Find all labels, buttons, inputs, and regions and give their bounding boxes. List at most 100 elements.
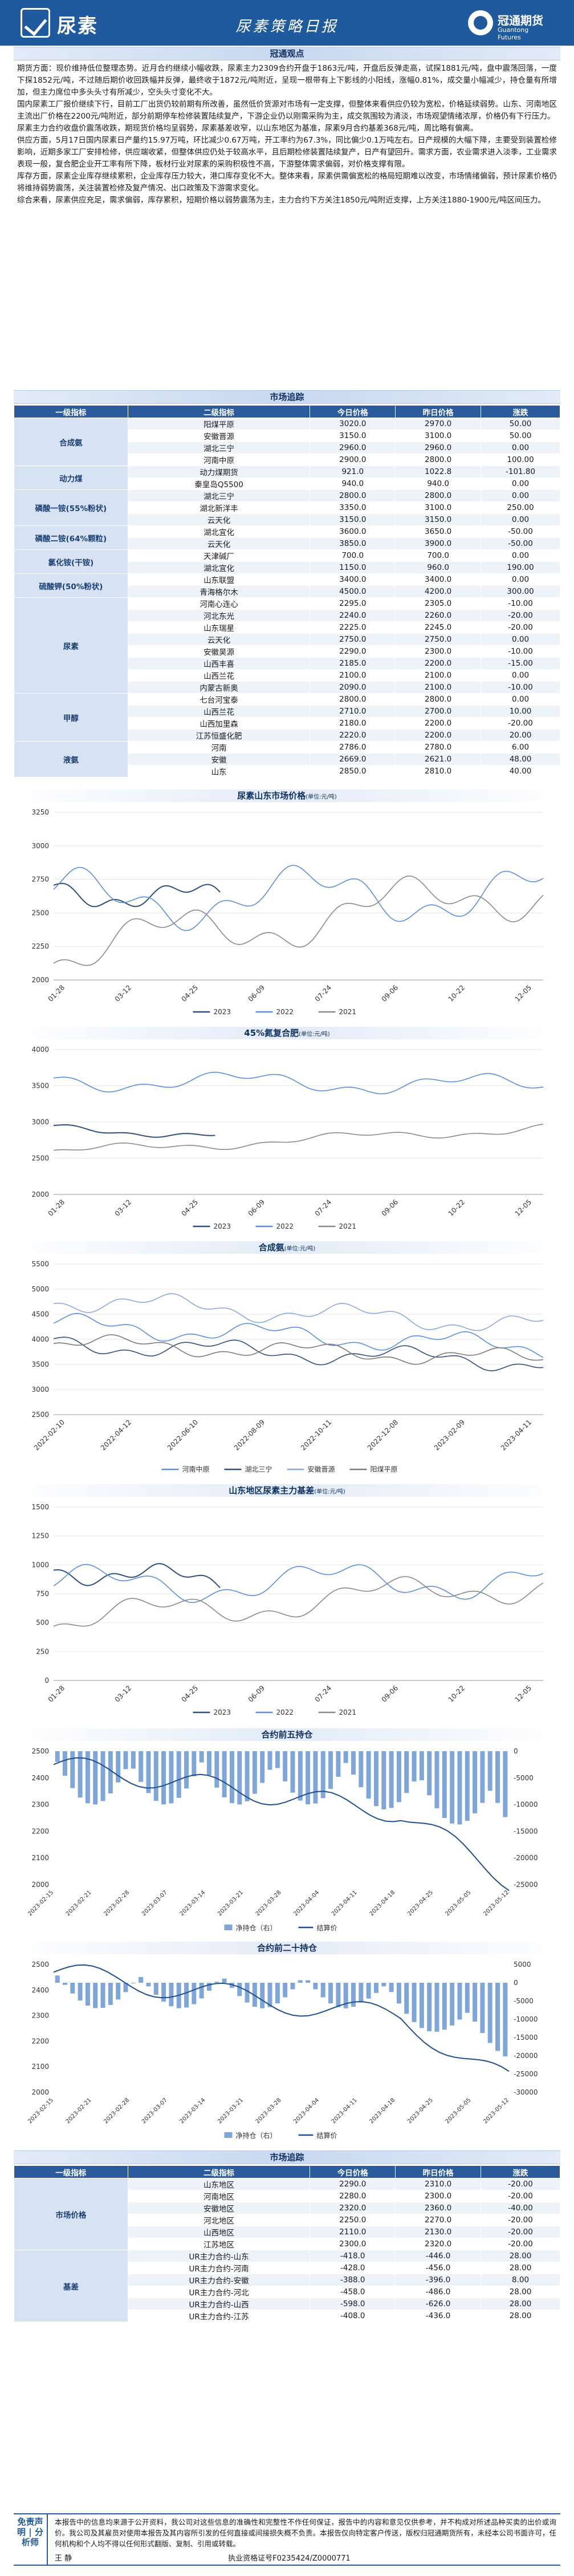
legend-label: 河南中原 bbox=[182, 1465, 210, 1473]
net-position-bar bbox=[153, 1751, 158, 1801]
table-row: 甲醇 七台河宝泰 2800.0 2800.0 0.00 bbox=[14, 693, 560, 742]
x-tick-label: 03-12 bbox=[113, 983, 133, 1003]
value-cell: 0.00 bbox=[481, 549, 560, 562]
value-cell: 2200.0 bbox=[395, 657, 482, 670]
category-cell: 磷酸二铵(64%颗粒) bbox=[14, 525, 128, 550]
x-tick-label: 2023-02-28 bbox=[103, 2097, 131, 2125]
x-tick-label: 04-25 bbox=[180, 1684, 200, 1704]
series-line bbox=[53, 1336, 544, 1372]
table-row: 尿素 河南心连心 2295.0 2305.0 -10.00 bbox=[14, 597, 560, 694]
value-cell: 0.00 bbox=[481, 633, 560, 646]
net-position-bar bbox=[396, 1983, 401, 2004]
value-cell: 2290.0 bbox=[310, 645, 396, 658]
net-position-bar bbox=[62, 1983, 67, 1985]
y-tick-label: 1250 bbox=[31, 1532, 49, 1540]
net-position-bar bbox=[434, 1751, 439, 1809]
x-tick-label: 2023-05-05 bbox=[445, 1889, 473, 1917]
net-position-bar bbox=[465, 1983, 470, 2013]
table-header-cell: 涨跌 bbox=[481, 2165, 560, 2178]
value-cell: -388.0 bbox=[310, 2274, 396, 2286]
net-position-bar bbox=[495, 1751, 500, 1803]
indicator-cell: 云天化 bbox=[127, 513, 311, 526]
value-cell: 2300.0 bbox=[310, 2238, 396, 2250]
net-position-bar bbox=[85, 1751, 90, 1804]
chart2-title: 45%氮复合肥(单位:元/吨) bbox=[14, 1027, 560, 1039]
net-position-bar bbox=[396, 1751, 401, 1803]
value-cell: 50.00 bbox=[481, 430, 560, 442]
value-cell: 2200.0 bbox=[395, 729, 482, 742]
value-cell: -428.0 bbox=[310, 2262, 396, 2274]
indicator-cell: UR主力合约-安徽 bbox=[127, 2274, 311, 2286]
indicator-cell: 云天化 bbox=[127, 537, 311, 550]
x-tick-label: 2023-04-04 bbox=[292, 1889, 320, 1917]
value-cell: 921.0 bbox=[310, 465, 396, 478]
value-cell: -626.0 bbox=[395, 2298, 482, 2310]
series-line bbox=[53, 1576, 544, 1627]
indicator-cell: 湖北三宁 bbox=[127, 442, 311, 454]
legend-label: 2021 bbox=[339, 1708, 357, 1716]
x-tick-label: 2023-02-15 bbox=[27, 1889, 55, 1917]
legend-label: 净持仓（右） bbox=[236, 2131, 277, 2140]
net-position-bar bbox=[487, 1983, 492, 2043]
series-line bbox=[53, 1313, 544, 1358]
net-position-bar bbox=[320, 1983, 325, 1998]
settlement-price-line bbox=[53, 1964, 510, 2072]
legend-label: 安徽晋源 bbox=[308, 1465, 335, 1473]
indicator-cell: 青海格尔木 bbox=[127, 585, 311, 598]
value-cell: 2310.0 bbox=[395, 2178, 482, 2190]
x-tick-label: 2023-03-07 bbox=[141, 1889, 169, 1917]
indicator-cell: 安徽 bbox=[127, 753, 311, 765]
x-tick-label: 2023-05-05 bbox=[445, 2097, 473, 2125]
value-cell: 3100.0 bbox=[395, 430, 482, 442]
category-cell: 动力煤 bbox=[14, 465, 128, 490]
net-position-bar bbox=[412, 1983, 417, 2022]
net-position-bar bbox=[131, 1751, 136, 1769]
series-line bbox=[53, 882, 221, 908]
indicator-cell: 安徽晋源 bbox=[127, 430, 311, 442]
indicator-cell: 山西地区 bbox=[127, 2226, 311, 2238]
indicator-cell: 湖北宜化 bbox=[127, 525, 311, 538]
value-cell: 2305.0 bbox=[395, 597, 482, 610]
net-position-bar bbox=[78, 1983, 83, 2001]
analyst-license: 执业资格证号F0235424/Z0000771 bbox=[228, 2554, 351, 2563]
value-cell: 3150.0 bbox=[395, 513, 482, 526]
net-position-bar bbox=[427, 1983, 432, 2031]
viewpoint-paragraph: 供应方面，5月17日国内尿素日产量约15.97万吨，环比减少0.67万吨，开工率… bbox=[17, 136, 557, 169]
net-position-bar bbox=[206, 1751, 211, 1776]
report-header: 尿素 尿素策略日报 冠通期货 Guantong Futures bbox=[0, 0, 574, 46]
chart2: 2000 2500 3000 3500 4000 01-28 03-12 04-25 06-09… bbox=[14, 1040, 560, 1237]
net-position-bar bbox=[192, 1983, 197, 2004]
indicator-cell: 云天化 bbox=[127, 633, 311, 646]
spot-market-table-wrap: 一级指标 二级指标 今日价格 昨日价格 涨跌 合成氨 阳煤平原 3020.0 2970.0 50.… bbox=[14, 405, 560, 777]
net-position-bar bbox=[336, 1983, 341, 2007]
indicator-cell: 安徽地区 bbox=[127, 2202, 311, 2214]
value-cell: 2220.0 bbox=[310, 729, 396, 742]
series-line bbox=[53, 1124, 215, 1138]
net-position-bar bbox=[306, 1980, 311, 1983]
net-position-bar bbox=[290, 1751, 295, 1793]
net-position-bar bbox=[427, 1751, 432, 1796]
value-cell: 3350.0 bbox=[310, 501, 396, 514]
x-tick-label: 2023-03-21 bbox=[217, 1889, 245, 1917]
company-circle-icon bbox=[468, 10, 493, 35]
x-tick-label: 07-24 bbox=[314, 1198, 333, 1218]
legend-label: 2023 bbox=[214, 1008, 231, 1016]
value-cell: -20.00 bbox=[481, 2214, 560, 2226]
value-cell: -408.0 bbox=[310, 2310, 396, 2322]
value-cell: 4200.0 bbox=[395, 585, 482, 598]
indicator-cell: 湖北宜化 bbox=[127, 561, 311, 574]
y-tick-label: 3500 bbox=[31, 1082, 49, 1090]
table-row: 河北地区 2250.0 2270.0 -20.00 bbox=[14, 2214, 560, 2226]
net-position-bar bbox=[487, 1751, 492, 1791]
value-cell: 2280.0 bbox=[310, 2190, 396, 2202]
y2-tick-label: -10000 bbox=[514, 1801, 538, 1809]
x-tick-label: 03-12 bbox=[113, 1198, 133, 1218]
indicator-cell: 湖北新洋丰 bbox=[127, 501, 311, 514]
net-position-bar bbox=[313, 1751, 318, 1804]
indicator-cell: 江苏地区 bbox=[127, 2238, 311, 2250]
y-tick-label: 2500 bbox=[31, 1411, 49, 1419]
y2-tick-label: -15000 bbox=[514, 2034, 538, 2042]
net-position-bar bbox=[419, 1751, 424, 1781]
category-cell: 甲醇 bbox=[14, 693, 128, 742]
net-position-bar bbox=[495, 1983, 500, 2051]
